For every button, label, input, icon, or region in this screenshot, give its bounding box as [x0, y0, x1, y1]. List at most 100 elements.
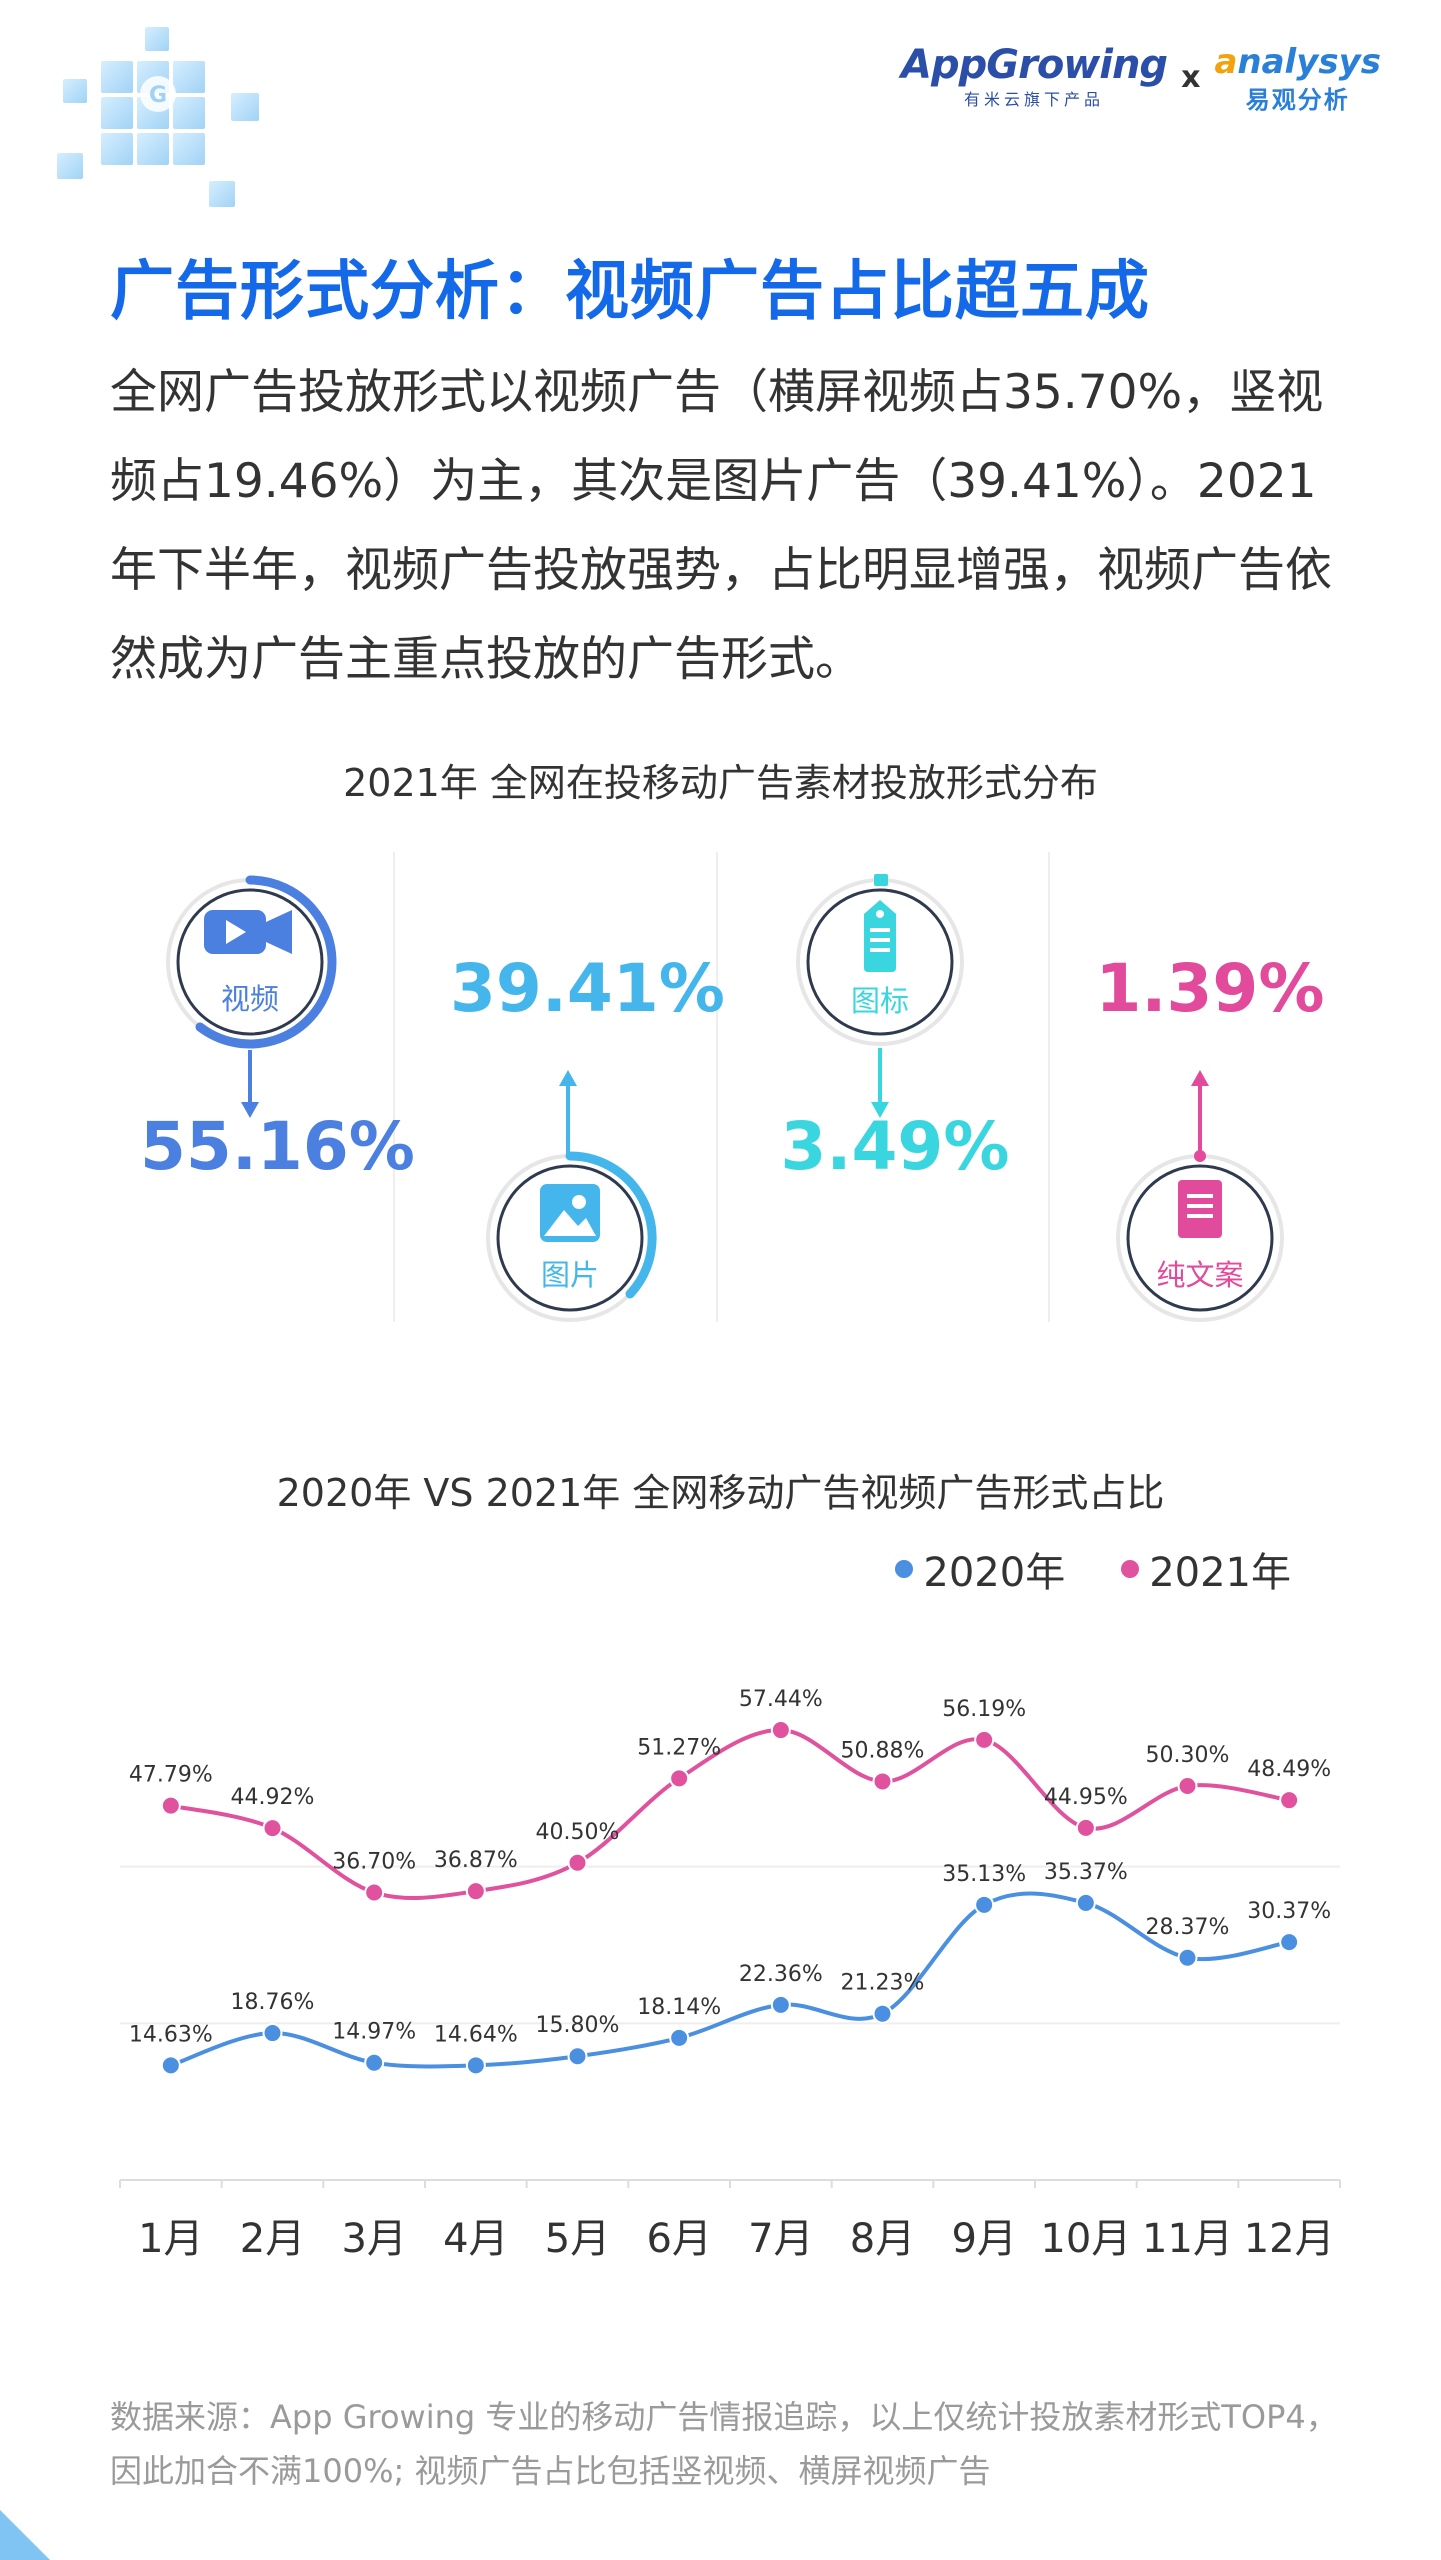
x-tick-label: 1月 — [138, 2216, 203, 2262]
text-percent: 1.39% — [1095, 950, 1325, 1027]
data-label: 44.95% — [1044, 1785, 1128, 1810]
tag-percent: 3.49% — [780, 1108, 1010, 1185]
x-tick-label: 3月 — [341, 2216, 406, 2262]
data-label: 15.80% — [536, 2013, 620, 2038]
legend-label-2020: 2020年 — [923, 1550, 1066, 1596]
legend-label-2021: 2021年 — [1149, 1550, 1291, 1596]
x-tick-label: 10月 — [1040, 2216, 1131, 2262]
data-point — [567, 2046, 588, 2067]
x-tick-label: 5月 — [545, 2216, 610, 2262]
column-divider — [1048, 852, 1050, 1322]
x-tick-label: 9月 — [951, 2216, 1016, 2262]
tag-ring-graphic — [796, 874, 964, 1046]
data-label: 56.19% — [942, 1697, 1026, 1722]
image-ring-graphic — [486, 1151, 657, 1322]
data-point — [974, 1894, 995, 1915]
appgrowing-wordmark: AppGrowing — [901, 42, 1168, 88]
corner-triangle-icon — [0, 2510, 50, 2560]
data-label: 36.70% — [332, 1850, 416, 1875]
image-icon — [540, 1184, 600, 1242]
down-arrow-icon — [241, 1050, 259, 1118]
column-divider — [716, 852, 718, 1322]
data-point — [669, 2027, 690, 2048]
data-point — [160, 2055, 181, 2076]
data-point — [465, 2055, 486, 2076]
data-label: 50.88% — [841, 1738, 925, 1763]
text-ring-graphic — [1116, 1150, 1284, 1322]
data-source-note: 数据来源：App Growing 专业的移动广告情报追踪，以上仅统计投放素材形式… — [110, 2398, 1338, 2490]
legend-dot-2021-icon — [1121, 1560, 1140, 1578]
data-point — [262, 1818, 283, 1839]
page-title: 广告形式分析：视频广告占比超五成 — [110, 255, 1150, 329]
analysys-wordmark-prefix: a — [1214, 42, 1238, 82]
data-point — [1075, 1892, 1096, 1913]
x-tick-label: 8月 — [850, 2216, 915, 2262]
video-percent: 55.16% — [140, 1108, 415, 1185]
line-chart: 1月 2月 3月 4月 5月 6月 7月 8月 9月 10月 11月 12月 14.63% 18.76% 1… — [119, 1687, 1341, 2262]
data-point — [262, 2023, 283, 2044]
data-label: 51.27% — [637, 1735, 721, 1760]
document-icon — [1178, 1180, 1222, 1238]
data-label: 36.87% — [434, 1848, 518, 1873]
data-label: 50.30% — [1146, 1743, 1230, 1768]
image-label: 图片 — [540, 1258, 599, 1292]
legend-item-2021: 2021年 — [1121, 1540, 1291, 1598]
legend-dot-2020-icon — [895, 1560, 914, 1578]
data-label: 21.23% — [841, 1971, 925, 1996]
data-label: 18.14% — [637, 1995, 721, 2020]
brand-logos: AppGrowing 有米云旗下产品 x analysys 易观分析 — [901, 42, 1381, 115]
data-label: 18.76% — [231, 1990, 315, 2015]
x-tick-label: 7月 — [748, 2216, 813, 2262]
appgrowing-tagline: 有米云旗下产品 — [964, 90, 1105, 109]
x-tick-label: 4月 — [443, 2216, 508, 2262]
text-ring: 纯文案 — [1110, 1148, 1290, 1328]
analysys-wordmark-rest: nalysys — [1237, 42, 1381, 82]
x-tick-label: 11月 — [1142, 2216, 1233, 2262]
x-tick-label: 2月 — [240, 2216, 305, 2262]
data-point — [160, 1795, 181, 1816]
analysys-wordmark: analysys — [1214, 42, 1381, 82]
up-arrow-icon — [1191, 1070, 1209, 1156]
svg-text:G: G — [149, 83, 167, 108]
data-point — [1075, 1817, 1096, 1838]
data-point — [364, 1882, 385, 1903]
video-camera-icon — [204, 910, 292, 954]
data-label: 48.49% — [1247, 1757, 1331, 1782]
image-percent: 39.41% — [450, 950, 725, 1027]
data-label: 30.37% — [1247, 1899, 1331, 1924]
data-label: 35.13% — [942, 1862, 1026, 1887]
tag-label: 图标 — [850, 984, 909, 1018]
data-label: 35.37% — [1044, 1860, 1128, 1885]
data-point — [1177, 1947, 1198, 1968]
data-label: 14.64% — [434, 2022, 518, 2047]
video-ring: 视频 — [160, 872, 340, 1052]
tag-icon — [864, 900, 896, 972]
text-label: 纯文案 — [1156, 1258, 1244, 1292]
legend-item-2020: 2020年 — [895, 1540, 1065, 1598]
image-ring: 图片 — [480, 1148, 660, 1328]
analysys-tagline: 易观分析 — [1245, 86, 1350, 114]
up-arrow-icon — [559, 1070, 577, 1156]
analysys-logo: analysys 易观分析 — [1214, 42, 1381, 115]
data-point — [465, 1881, 486, 1902]
data-label: 40.50% — [536, 1820, 620, 1845]
data-label: 47.79% — [129, 1763, 213, 1788]
video-label: 视频 — [220, 982, 279, 1016]
data-label: 14.97% — [332, 2020, 416, 2045]
down-arrow-icon — [871, 1048, 889, 1118]
data-point — [770, 1720, 791, 1741]
infographic-title: 2021年 全网在投移动广告素材投放形式分布 — [343, 761, 1098, 805]
data-point — [974, 1729, 995, 1750]
data-point — [1279, 1932, 1300, 1953]
tag-ring: 图标 — [790, 872, 970, 1052]
data-point — [669, 1768, 690, 1789]
chart-legend: 2020年 2021年 — [895, 1540, 1291, 1598]
data-label: 44.92% — [231, 1785, 315, 1810]
column-divider — [393, 852, 395, 1322]
brand-separator: x — [1181, 60, 1201, 95]
x-tick-label: 6月 — [646, 2216, 711, 2262]
data-point — [364, 2052, 385, 2073]
x-tick-label: 12月 — [1244, 2216, 1335, 2262]
cubes-decoration-icon: G — [55, 25, 261, 209]
intro-paragraph: 全网广告投放形式以视频广告（横屏视频占35.70%，竖视频占19.46%）为主，… — [110, 365, 1332, 687]
